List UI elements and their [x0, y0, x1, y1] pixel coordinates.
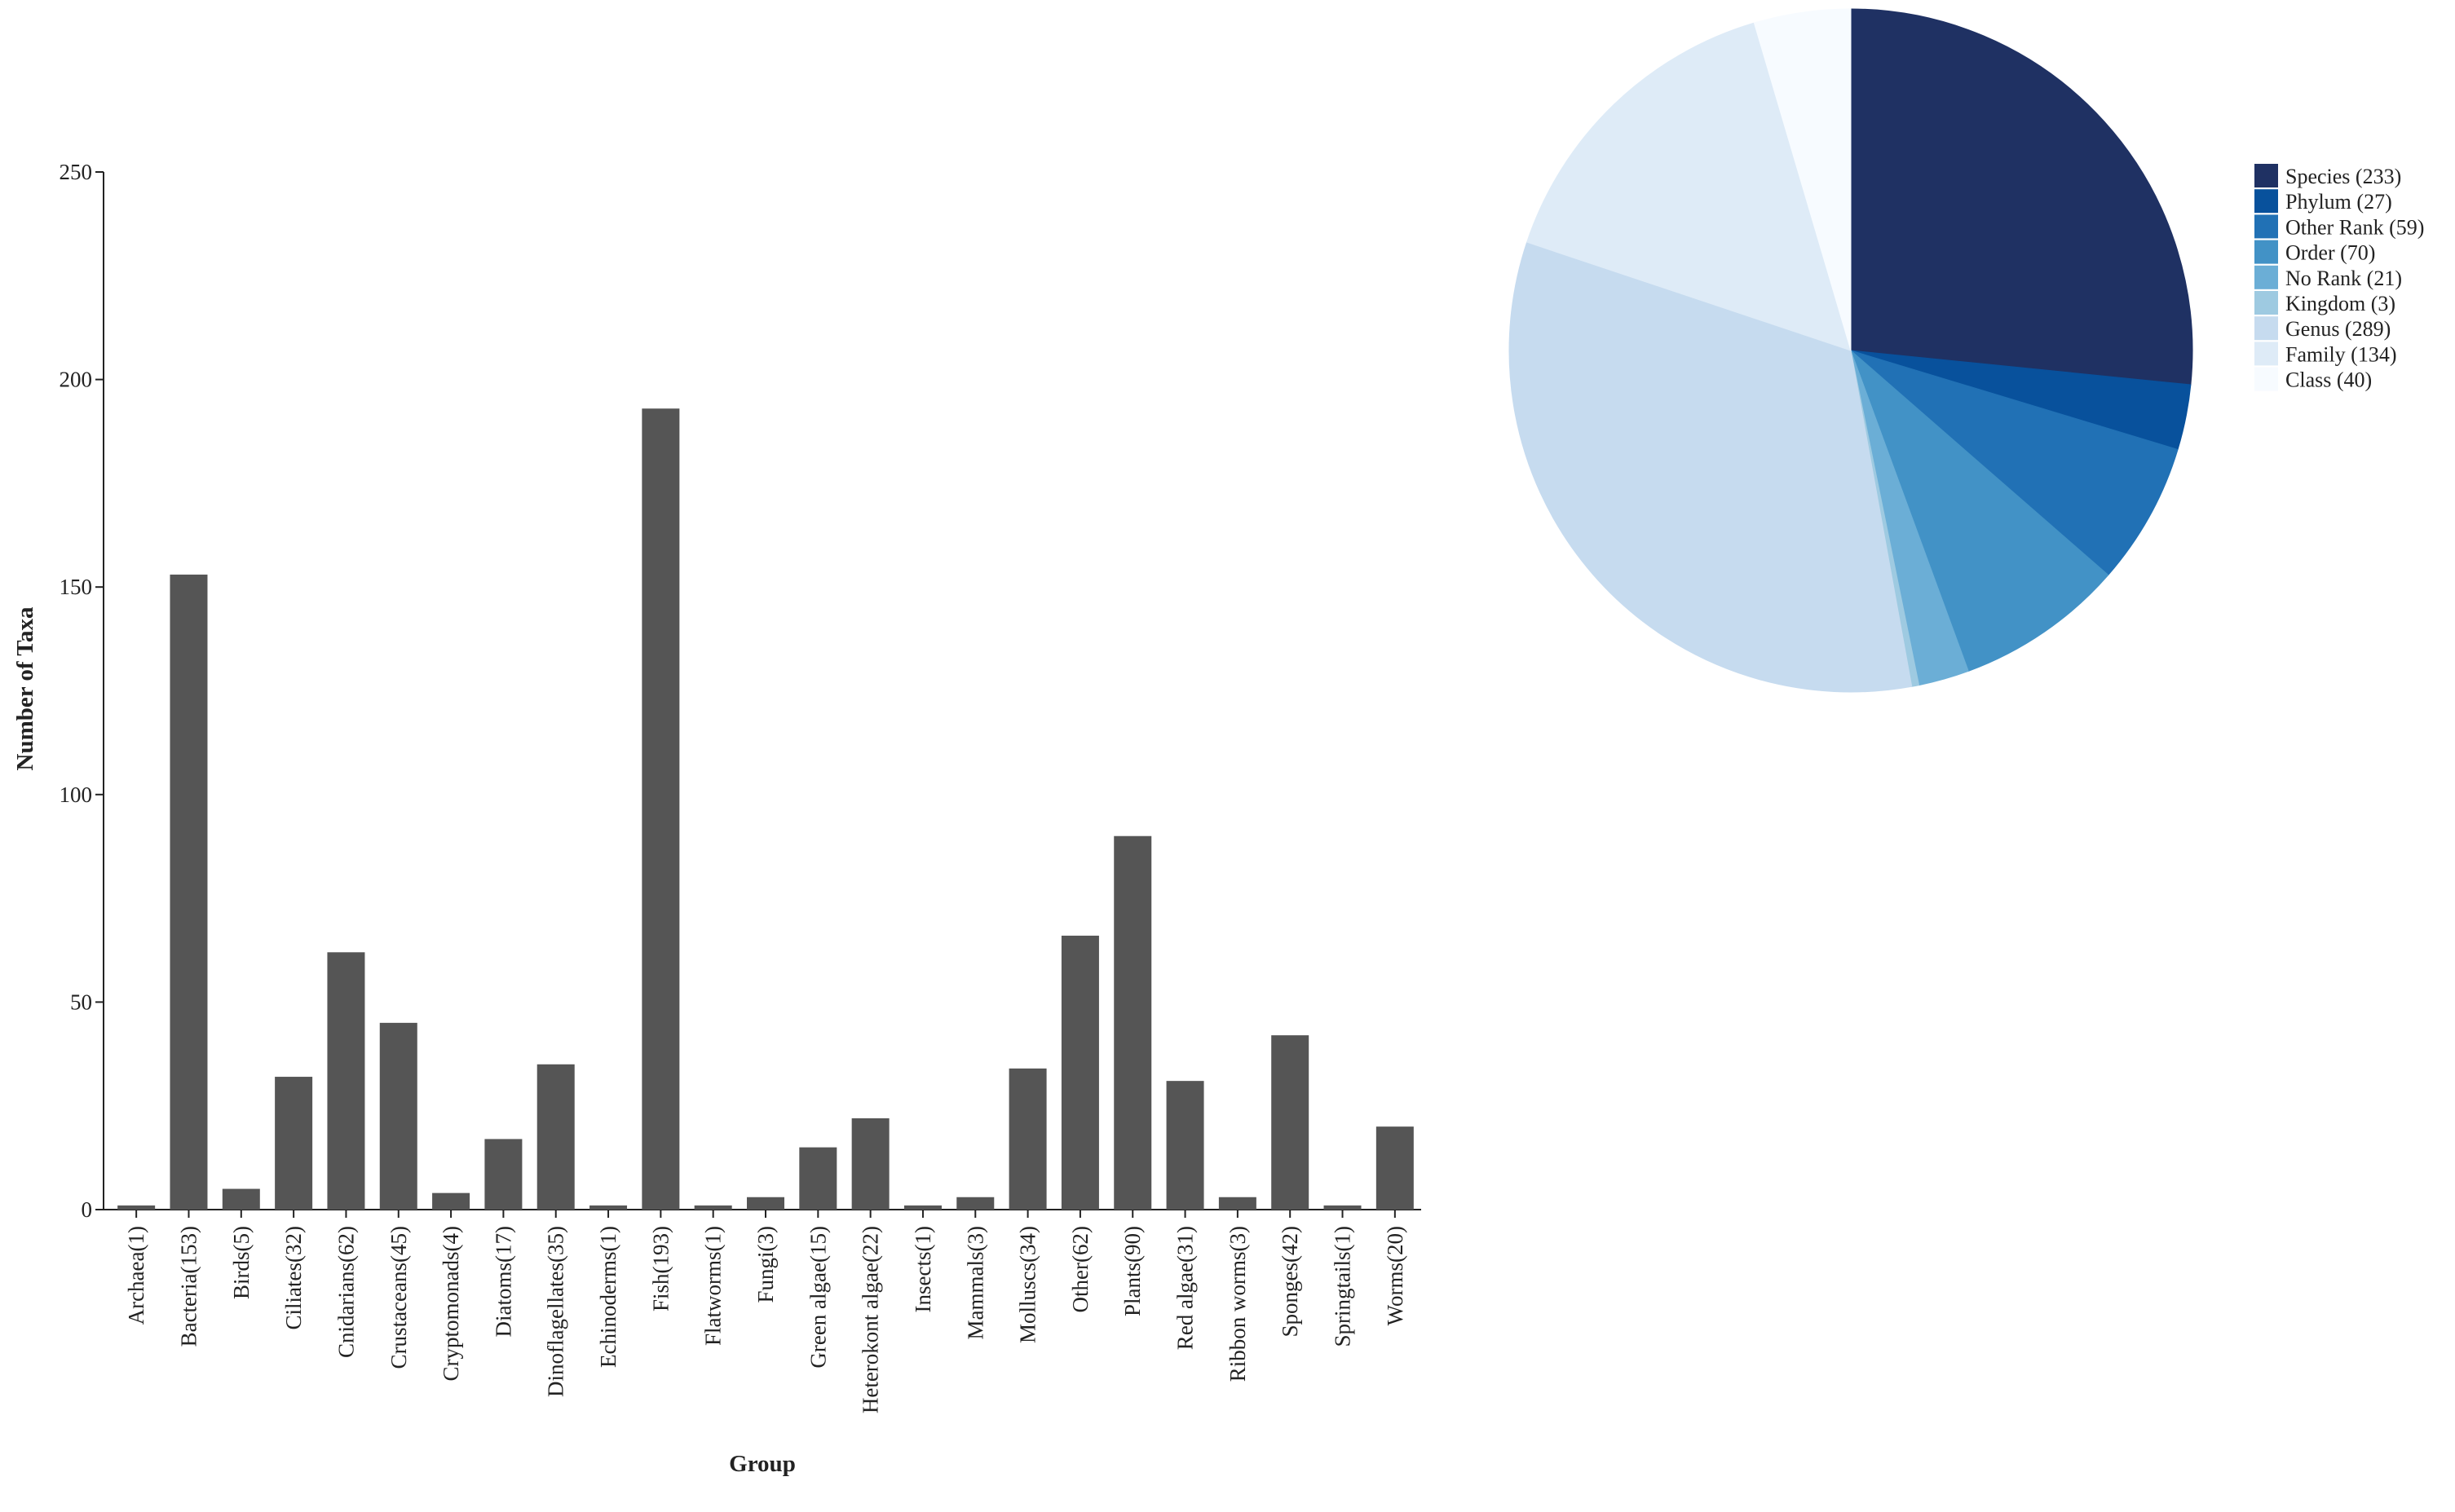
bar [222, 1188, 260, 1210]
bar [484, 1139, 523, 1210]
legend-label: Kingdom (3) [2285, 292, 2395, 315]
x-tick-label: Mammals(3) [963, 1226, 987, 1339]
x-tick-label: Worms(20) [1383, 1226, 1407, 1325]
legend-swatch [2254, 265, 2278, 289]
legend-swatch [2254, 316, 2278, 341]
x-tick-label: Ribbon worms(3) [1225, 1226, 1250, 1382]
x-tick-label: Red algae(31) [1173, 1226, 1198, 1350]
legend-label: Species (233) [2285, 165, 2401, 188]
legend-label: Order (70) [2285, 241, 2375, 265]
legend-label: Phylum (27) [2285, 190, 2392, 214]
x-tick-label: Sponges(42) [1278, 1226, 1302, 1338]
x-tick-label: Echinoderms(1) [596, 1226, 620, 1368]
x-tick-label: Archaea(1) [124, 1226, 148, 1325]
bar [1218, 1197, 1256, 1210]
legend-label: Genus (289) [2285, 317, 2391, 341]
bar [432, 1192, 470, 1210]
bar [1114, 835, 1152, 1210]
legend-label: Other Rank (59) [2285, 215, 2424, 239]
legend-swatch [2254, 342, 2278, 366]
y-tick-label: 200 [60, 368, 93, 392]
bar [327, 952, 365, 1210]
pie-slice [1850, 350, 2109, 672]
bar [1375, 1126, 1414, 1210]
bar [1009, 1068, 1047, 1210]
y-tick-label: 0 [82, 1197, 93, 1222]
bar [1271, 1035, 1309, 1210]
bar [589, 1205, 628, 1210]
bar [117, 1205, 156, 1210]
x-tick-label: Springtails(1) [1331, 1226, 1355, 1347]
pie-slice [1526, 22, 1852, 351]
x-tick-label: Dinoflagellates(35) [544, 1226, 568, 1397]
legend-label: Family (134) [2285, 342, 2397, 366]
bar [170, 574, 208, 1210]
x-tick-label: Crustaceans(45) [386, 1226, 411, 1369]
bar [275, 1077, 313, 1210]
x-tick-label: Molluscs(34) [1016, 1226, 1040, 1343]
bar [903, 1205, 942, 1210]
x-tick-label: Heterokont algae(22) [859, 1226, 883, 1413]
bar [642, 408, 680, 1210]
x-axis-label: Group [729, 1451, 796, 1477]
x-tick-label: Green algae(15) [806, 1226, 830, 1369]
x-tick-label: Plants(90) [1120, 1226, 1145, 1316]
bar [1061, 935, 1099, 1210]
legend-swatch [2254, 164, 2278, 187]
pie-slice [1850, 8, 2193, 386]
x-tick-label: Cnidarians(62) [333, 1226, 358, 1358]
bar [956, 1197, 995, 1210]
x-tick-label: Ciliates(32) [281, 1226, 306, 1329]
legend-swatch [2254, 367, 2278, 391]
legend-swatch [2254, 214, 2278, 239]
legend-swatch [2254, 240, 2278, 264]
legend-swatch [2254, 291, 2278, 315]
x-tick-label: Flatworms(1) [701, 1226, 726, 1346]
legend-label: Class (40) [2285, 368, 2372, 392]
x-tick-label: Other(62) [1068, 1226, 1093, 1312]
x-tick-label: Insects(1) [911, 1226, 935, 1312]
y-tick-label: 50 [70, 990, 92, 1014]
bar [1323, 1205, 1362, 1210]
y-tick-label: 100 [60, 782, 93, 807]
bar [536, 1064, 575, 1210]
y-axis-label: Number of Taxa [12, 606, 38, 770]
x-tick-label: Cryptomonads(4) [439, 1226, 463, 1381]
x-tick-label: Birds(5) [229, 1226, 254, 1299]
pie-slice [1850, 350, 2179, 576]
bar [851, 1117, 890, 1210]
x-tick-label: Fish(193) [648, 1226, 673, 1311]
y-tick-label: 150 [60, 575, 93, 599]
x-tick-label: Fungi(3) [753, 1226, 778, 1303]
x-tick-label: Bacteria(153) [176, 1226, 201, 1347]
y-tick-label: 250 [60, 160, 93, 184]
bar [694, 1205, 732, 1210]
bar [379, 1022, 417, 1210]
bar [1166, 1081, 1204, 1210]
pie-slice [1508, 241, 1913, 693]
legend-swatch [2254, 189, 2278, 214]
pie-slice [1753, 8, 1852, 351]
bar [799, 1147, 837, 1210]
legend-label: No Rank (21) [2285, 267, 2402, 290]
bar [747, 1197, 784, 1210]
x-tick-label: Diatoms(17) [491, 1226, 515, 1337]
